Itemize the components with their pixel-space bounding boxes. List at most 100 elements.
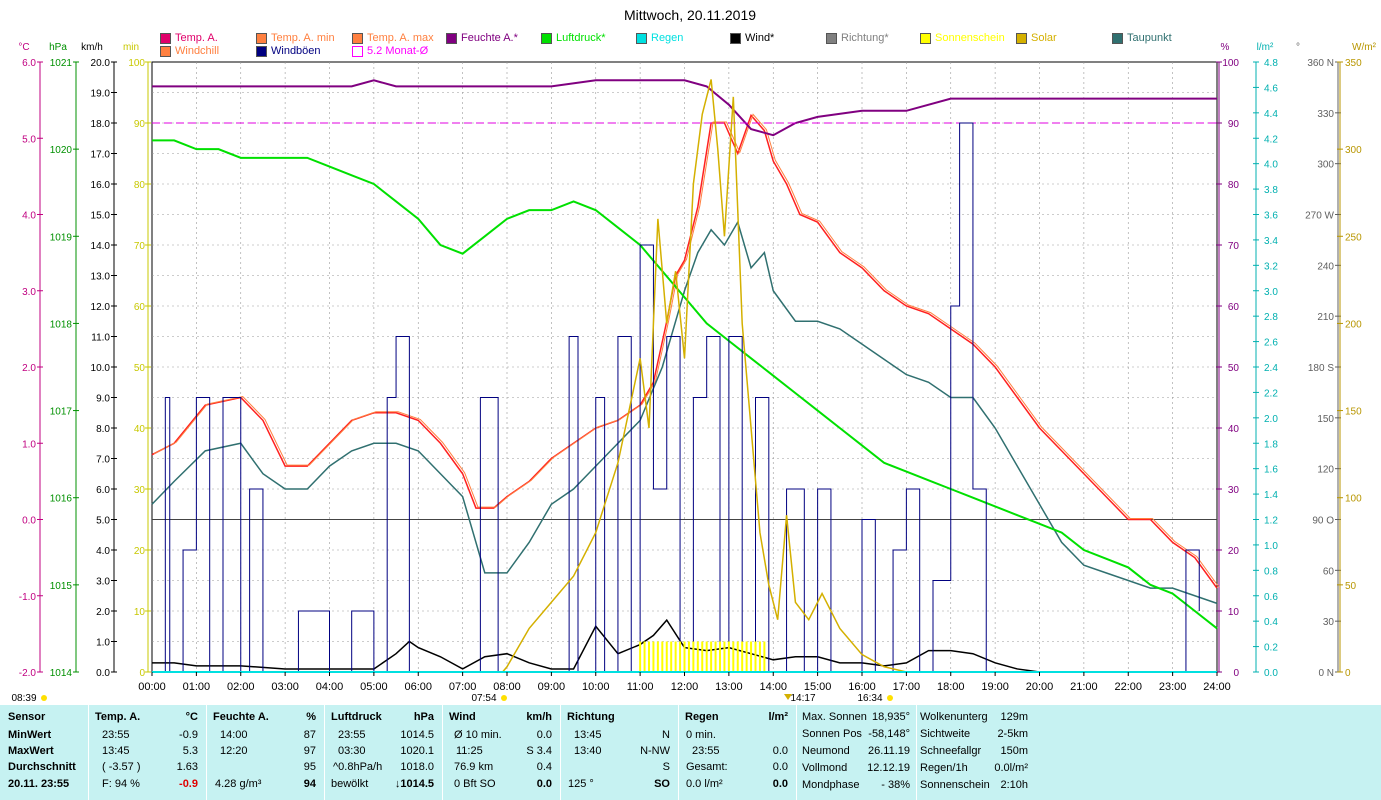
temp-current: -0.9 [179, 778, 198, 790]
sunshine-bar [656, 641, 659, 672]
separator [796, 705, 797, 800]
series-sonnenschein [639, 641, 766, 672]
astro-label: Vollmond [802, 762, 848, 774]
misc-value: 2-5km [997, 728, 1028, 740]
axis-tick-label: 1.0 [96, 638, 110, 649]
temp-max-val: 5.3 [182, 745, 198, 757]
summary-panel: Sensor MinWert MaxWert Durchschnitt 20.1… [0, 705, 1381, 800]
axis-tick-label: 270 W [1305, 211, 1334, 222]
temp-min-time: 23:55 [102, 729, 130, 741]
druck-min-val: 1014.5 [400, 729, 434, 741]
sun-icon [41, 695, 47, 701]
x-tick-label: 10:00 [582, 681, 610, 693]
axis-tick-label: 12.0 [91, 302, 111, 313]
date-label: 20.11. 23:55 [8, 778, 70, 790]
axis-tick-label: 300 [1345, 145, 1362, 156]
feuchte-current: 94 [303, 778, 316, 790]
axis-tick-label: 2.0 [1264, 414, 1278, 425]
astro-label: Max. Sonnen [802, 711, 867, 723]
axis-tick-label: 360 N [1307, 58, 1334, 69]
misc-label: Sonnenschein [920, 779, 990, 791]
legend-label: Regen [651, 32, 684, 44]
axis-tick-label: 6.0 [22, 58, 36, 69]
separator [442, 705, 443, 800]
druck-state: bewölkt [331, 778, 369, 790]
axis-tick-label: 3.4 [1264, 236, 1278, 247]
col-wind: Wind km/h Ø 10 min. 0.0 11:25 S 3.4 76.9… [442, 705, 560, 800]
axis-tick-label: 2.0 [22, 363, 36, 374]
legend-item: Luftdruck* [541, 32, 606, 44]
misc-label: Wolkenunterg [920, 711, 988, 723]
astro-value: -58,148° [868, 728, 910, 740]
sunshine-bar [754, 641, 757, 672]
sunshine-bar [670, 641, 673, 672]
axis-tick-label: 50 [134, 363, 146, 374]
axis-tick-label: 1.0 [22, 439, 36, 450]
legend-swatch [256, 32, 267, 44]
axis-tick-label: 3.0 [1264, 287, 1278, 298]
misc-value: 0.0l/m² [994, 762, 1028, 774]
axis-tick-label: 1016 [50, 494, 73, 505]
x-tick-label: 16:00 [848, 681, 876, 693]
axis-tick-label: 20 [1228, 546, 1240, 557]
misc-label: Sichtweite [920, 728, 971, 740]
axis-tick-label: 20.0 [91, 58, 111, 69]
axis-tick-label: 10.0 [91, 363, 111, 374]
wind-r3-label: 76.9 km [454, 761, 494, 773]
axis-tick-label: 10 [134, 607, 146, 618]
axis-tick-label: 80 [134, 180, 146, 191]
wind-r2-time: 11:25 [456, 745, 483, 757]
regen-r1-label: 0 min. [686, 729, 716, 741]
minwert-label: MinWert [8, 729, 52, 741]
legend-label: Wind* [745, 32, 775, 44]
axis-tick-label: 4.0 [22, 211, 36, 222]
sunshine-bar [705, 641, 708, 672]
axis-tick-label: -2.0 [19, 668, 37, 679]
axis-tick-label: 50 [1228, 363, 1240, 374]
regen-r3-label: Gesamt: [686, 761, 728, 773]
wind-r3-val: 0.4 [536, 761, 552, 773]
col-sensor: Sensor MinWert MaxWert Durchschnitt 20.1… [0, 705, 90, 800]
axis-tick-label: 30 [1323, 617, 1335, 628]
axis-tick-label: 100 [1222, 58, 1239, 69]
axis-tick-label: 0 N [1318, 668, 1334, 679]
axis-tick-label: 70 [1228, 241, 1240, 252]
astro-label: Mondphase [802, 779, 860, 791]
separator [206, 705, 207, 800]
axis-unit: ° [1296, 42, 1300, 53]
wind-r1-label: Ø 10 min. [454, 729, 502, 741]
sunshine-bar [741, 641, 744, 672]
legend-swatch [352, 45, 363, 57]
temp-avg-val: 1.63 [176, 761, 198, 773]
series-windchill [153, 113, 1220, 588]
sunshine-bar [763, 641, 766, 672]
noon-marker-icon [784, 694, 792, 700]
axis-tick-label: 0.0 [96, 668, 110, 679]
legend-label: Luftdruck* [556, 32, 606, 44]
axis-tick-label: 8.0 [96, 424, 110, 435]
wind-r1-val: 0.0 [536, 729, 552, 741]
regen-unit: l/m² [768, 711, 788, 723]
astro-value: 26.11.19 [867, 745, 910, 757]
col-feuchte: Feuchte A. % 14:00 87 12:20 97 95 4.28 g… [206, 705, 324, 800]
misc-value: 2:10h [1000, 779, 1028, 791]
separator [88, 705, 89, 800]
col-misc: Wolkenunterg 129m Sichtweite 2-5km Schne… [916, 705, 1036, 800]
legend-swatch [636, 32, 647, 44]
regen-r3-val: 0.0 [772, 761, 788, 773]
axis-tick-label: 2.2 [1264, 388, 1278, 399]
axis-tick-label: 1021 [50, 58, 73, 69]
axis-tick-label: 4.0 [1264, 160, 1278, 171]
sunshine-bar [661, 641, 664, 672]
legend-label: Solar [1031, 32, 1057, 44]
axis-tick-label: 17.0 [91, 150, 111, 161]
druck-max-val: 1020.1 [400, 745, 434, 757]
x-tick-label: 07:00 [449, 681, 477, 693]
richtung-header: Richtung [567, 711, 615, 723]
col-regen: Regen l/m² 0 min. 23:55 0.0 Gesamt: 0.0 … [678, 705, 796, 800]
legend-item: Temp. A. min [256, 32, 335, 44]
regen-r4-val: 0.0 [772, 778, 788, 790]
axis-tick-label: 1015 [50, 581, 73, 592]
legend-item: Windchill [160, 45, 219, 57]
axis-tick-label: 10 [1228, 607, 1240, 618]
